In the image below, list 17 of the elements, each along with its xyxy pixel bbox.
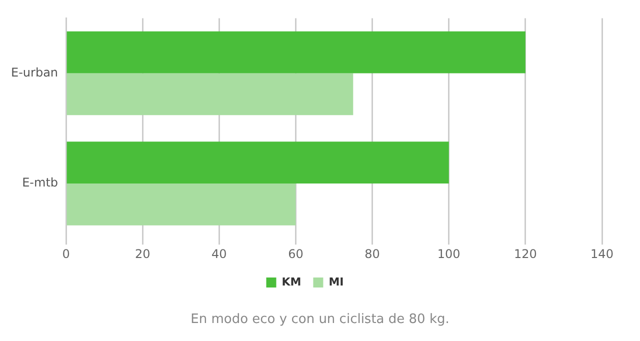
y-tick-label: E-mtb (22, 176, 58, 190)
x-tick-label: 20 (134, 246, 150, 261)
x-tick-label: 40 (212, 246, 227, 261)
y-tick-label: E-urban (10, 65, 58, 80)
x-tick-label: 60 (288, 246, 304, 261)
x-tick-label: 140 (590, 246, 614, 261)
legend-label: MI (328, 275, 344, 288)
x-tick-label: 100 (437, 246, 460, 261)
x-tick-label: 120 (514, 246, 537, 261)
bar (66, 31, 526, 74)
bar (66, 184, 296, 226)
legend-label: KM (282, 275, 302, 288)
x-tick-label: 80 (364, 246, 380, 261)
text: En modo eco y con un ciclista de 80 kg. (190, 312, 450, 327)
x-tick-label: 0 (62, 246, 70, 261)
bar (66, 73, 354, 116)
bar (66, 142, 449, 184)
